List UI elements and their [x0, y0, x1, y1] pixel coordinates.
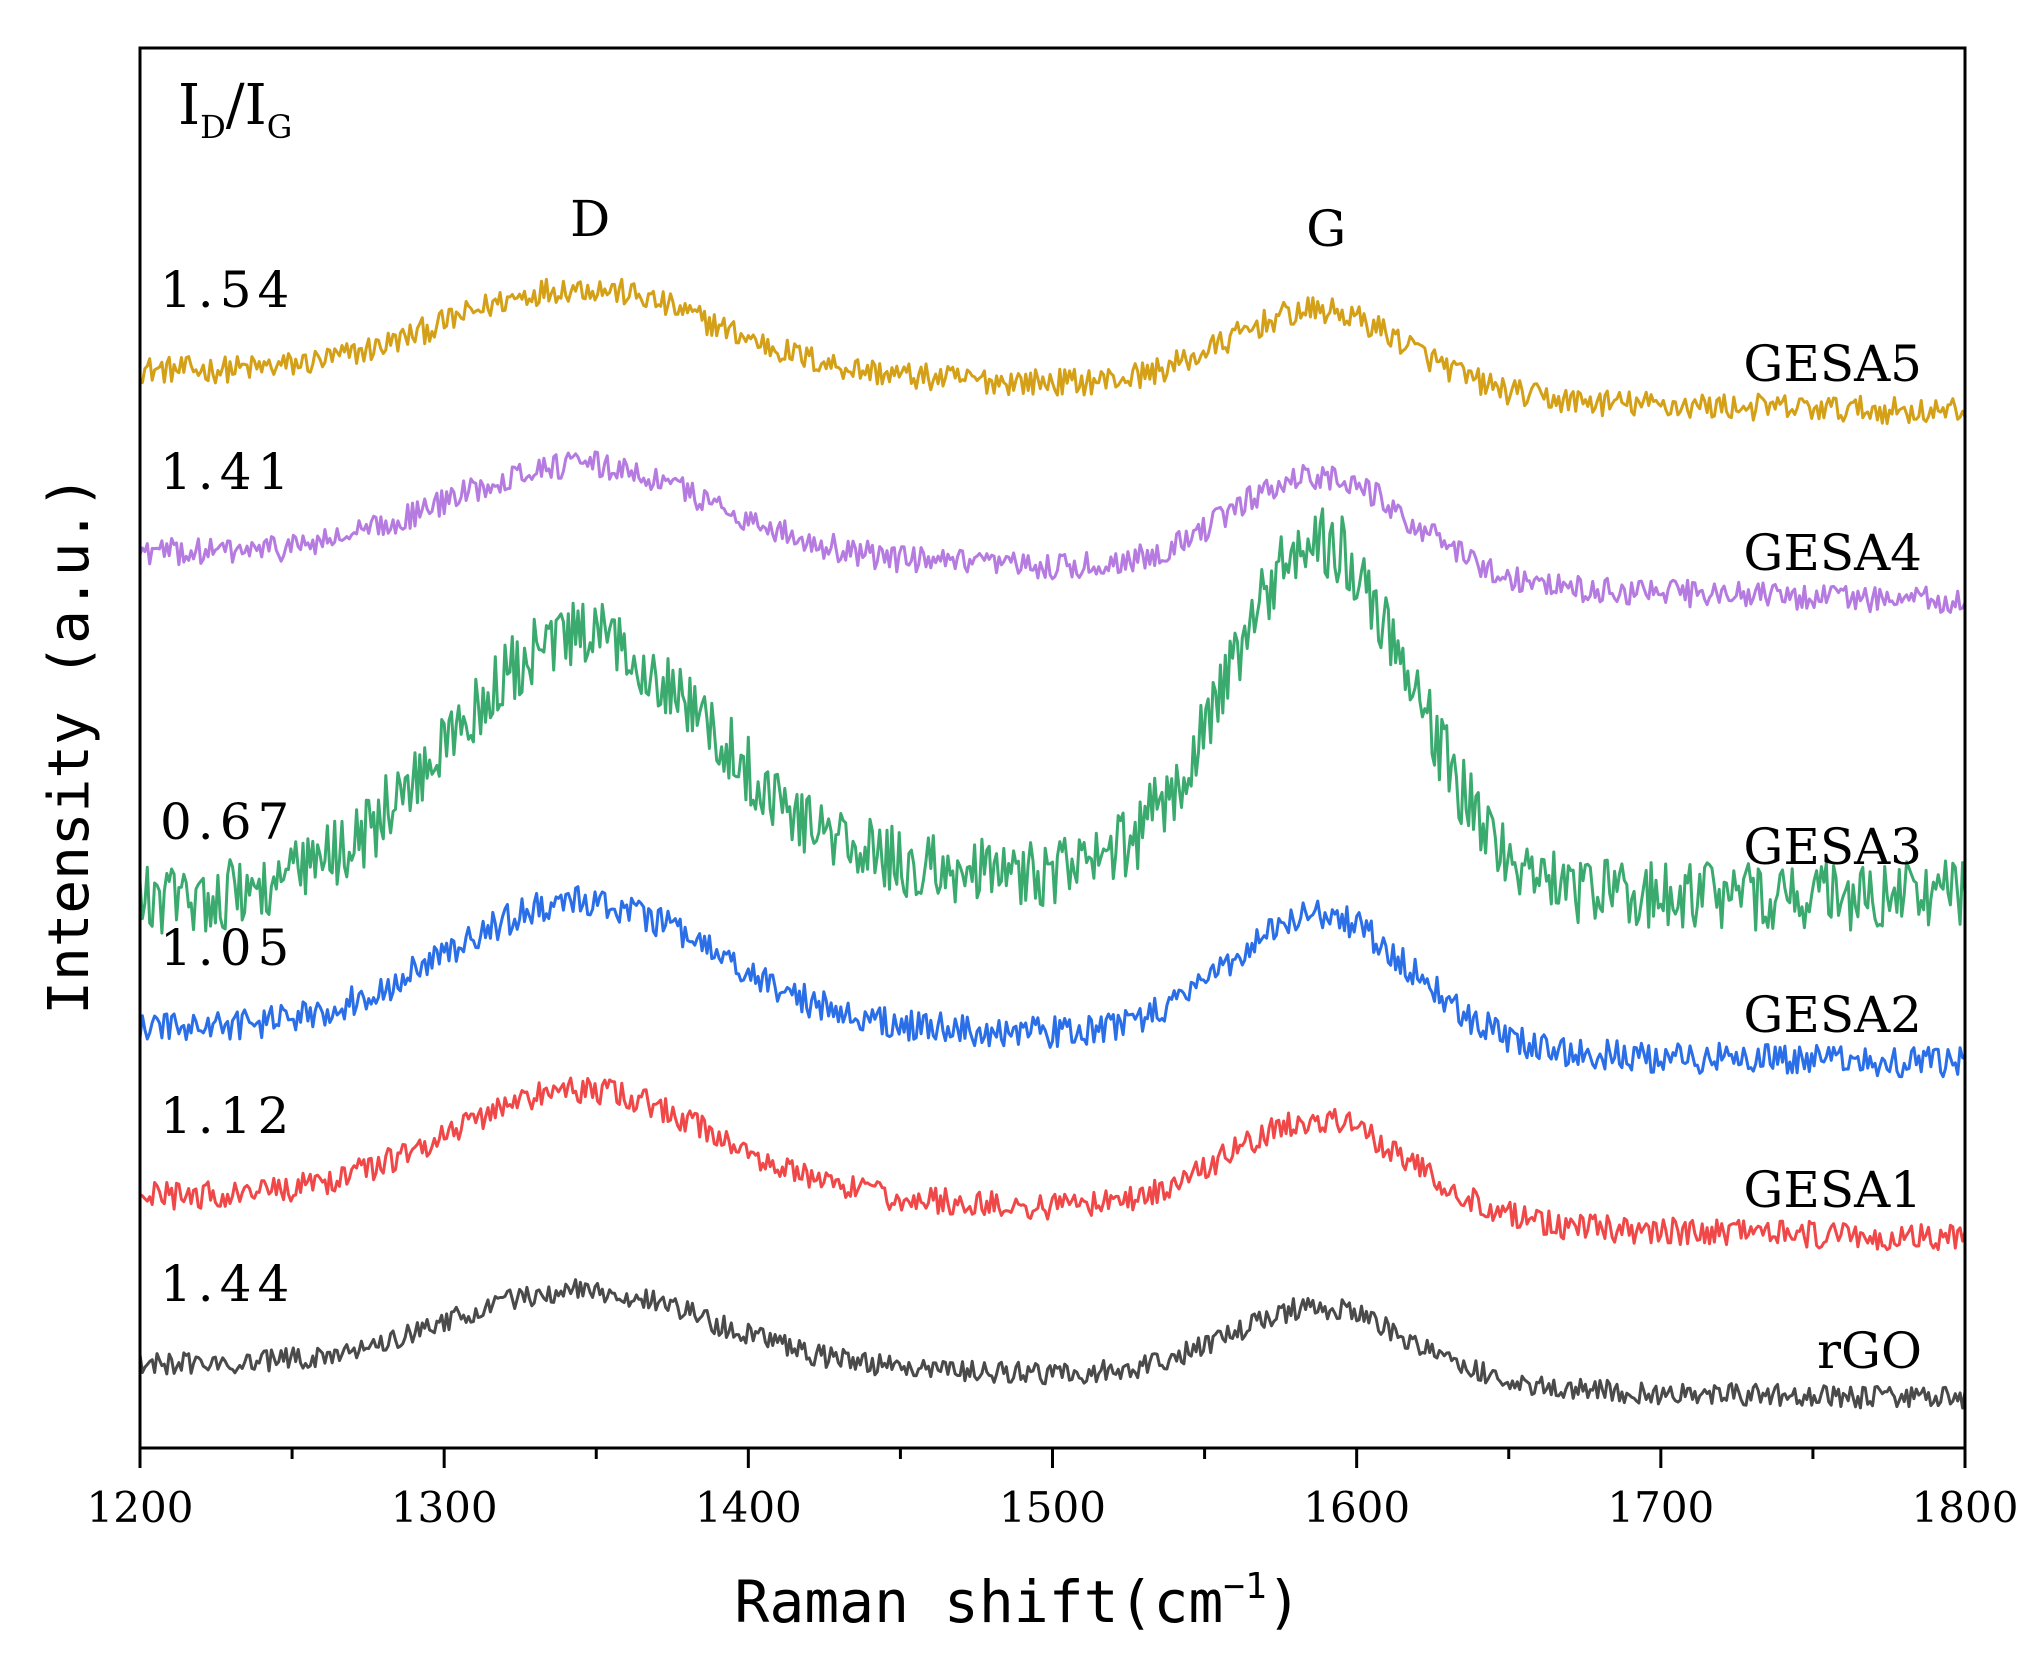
series-name-gesa2: GESA2: [1743, 986, 1922, 1044]
series-name-gesa3: GESA3: [1743, 818, 1922, 876]
peak-label-g: G: [1306, 200, 1346, 258]
x-tick-label: 1400: [695, 1483, 802, 1532]
x-tick-label: 1200: [87, 1483, 194, 1532]
peak-label-d: D: [570, 190, 610, 248]
x-axis-label: Raman shift(cm−1): [734, 1566, 1301, 1636]
ratio-header: ID/IG: [178, 73, 292, 146]
ratio-label-rgo: 1.44: [160, 1255, 295, 1313]
series-name-rgo: rGO: [1817, 1322, 1922, 1380]
spectra-group: [138, 277, 1967, 1410]
x-axis-ticks: 1200 1300 1400 1500 1600 1700 1800: [87, 1448, 2019, 1532]
series-name-gesa5: GESA5: [1743, 335, 1922, 393]
ratio-label-gesa2: 1.05: [160, 919, 295, 977]
series-line-gesa5: [139, 277, 1967, 426]
series-line-gesa4: [138, 450, 1967, 614]
x-axis-label-close: ): [1267, 1568, 1302, 1636]
ratio-header-sub1: D: [200, 108, 226, 146]
x-axis-label-main: Raman shift(cm: [734, 1568, 1223, 1636]
ratio-header-i2: I: [245, 73, 267, 138]
series-line-gesa3: [138, 507, 1967, 935]
ratio-label-gesa5: 1.54: [160, 261, 295, 319]
ratio-header-slash: /: [226, 73, 245, 138]
x-tick-label: 1800: [1912, 1483, 2019, 1532]
series-name-gesa1: GESA1: [1743, 1161, 1922, 1219]
series-line-rgo: [138, 1278, 1967, 1410]
x-tick-label: 1300: [391, 1483, 498, 1532]
chart-labels: 1.54 GESA5 1.41 GESA4 0.67 GESA3 1.05 GESA2 1.12…: [160, 190, 1922, 1380]
series-line-gesa2: [138, 885, 1966, 1079]
ratio-header-i1: I: [178, 73, 200, 138]
ratio-label-gesa3: 0.67: [160, 793, 295, 851]
x-tick-label: 1600: [1303, 1483, 1410, 1532]
x-tick-label: 1500: [999, 1483, 1106, 1532]
x-axis-label-sup: −1: [1223, 1566, 1266, 1607]
ratio-header-sub2: G: [267, 108, 293, 146]
ratio-label-gesa1: 1.12: [160, 1087, 295, 1145]
y-axis-label: Intensity (a.u.): [37, 475, 102, 1014]
x-tick-label: 1700: [1607, 1483, 1714, 1532]
series-line-gesa1: [139, 1076, 1967, 1252]
series-name-gesa4: GESA4: [1743, 524, 1922, 582]
ratio-label-gesa4: 1.41: [160, 443, 295, 501]
